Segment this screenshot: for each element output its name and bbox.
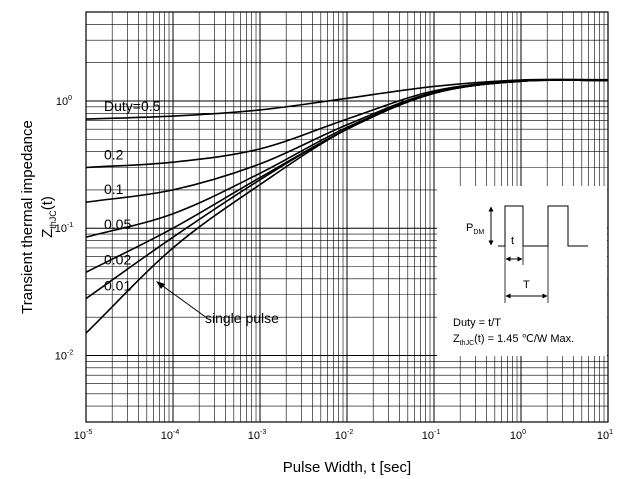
x-tick-base: 10 [510, 430, 522, 442]
inset-pdm-main: P [466, 222, 473, 234]
series-label: Duty=0.5 [104, 98, 161, 114]
series-label: 0.05 [104, 216, 131, 232]
x-tick-exponent: -3 [260, 429, 266, 436]
x-tick-label: 10-3 [248, 429, 267, 442]
y-axis-title-main: Transient thermal impedance [19, 120, 36, 314]
inset-duty-text: Duty = t/T [453, 317, 501, 329]
x-tick-exponent: 1 [609, 429, 613, 436]
x-tick-label: 10-5 [74, 429, 93, 442]
inset-z-main: Z [453, 333, 460, 345]
y-tick-exponent: -2 [67, 349, 73, 356]
series-label: 0.2 [104, 146, 124, 162]
x-tick-label: 10-4 [161, 429, 180, 442]
x-tick-base: 10 [597, 430, 609, 442]
single-pulse-pointer [159, 283, 208, 319]
inset-background [437, 186, 607, 356]
y-tick-exponent: 0 [68, 95, 72, 102]
curve-labels: Duty=0.5 0.2 0.1 0.05 0.02 0.01 [104, 98, 161, 293]
y-tick-label: 100 [56, 95, 72, 108]
x-tick-exponent: -1 [434, 429, 440, 436]
y-tick-label: 10-2 [55, 349, 74, 362]
single-pulse-label: single pulse [205, 310, 279, 326]
y-tick-base: 10 [56, 96, 68, 108]
inset-t-label: t [511, 235, 514, 247]
y-tick-base: 10 [55, 350, 67, 362]
x-tick-base: 10 [422, 430, 434, 442]
y-tick-base: 10 [55, 223, 67, 235]
single-pulse-arrowhead [156, 281, 165, 289]
inset-pdm-subscript: DM [473, 229, 484, 236]
y-tick-label: 10-1 [55, 222, 74, 235]
series-label: 0.01 [104, 278, 131, 294]
x-tick-label: 101 [597, 429, 613, 442]
x-tick-base: 10 [335, 430, 347, 442]
x-tick-exponent: -4 [173, 429, 179, 436]
y-tick-exponent: -1 [67, 222, 73, 229]
x-tick-base: 10 [248, 430, 260, 442]
curves [85, 78, 609, 334]
plot-frame [85, 11, 609, 423]
x-tick-exponent: -5 [86, 429, 92, 436]
series-label: 0.1 [104, 181, 124, 197]
x-tick-exponent: 0 [522, 429, 526, 436]
x-tick-label: 10-2 [335, 429, 354, 442]
inset-pdm-label: PDM [466, 222, 484, 236]
y-axis-tail: (t) [39, 196, 56, 210]
x-tick-labels: 10-5 10-4 10-3 10-2 10-1 100 101 [74, 429, 613, 442]
y-axis-subscript: thJC [48, 210, 58, 229]
inset-zthjc-text: ZthJC(t) = 1.45 ℃/W Max. [453, 333, 574, 347]
inset-z-subscript: thJC [460, 340, 474, 347]
x-tick-base: 10 [161, 430, 173, 442]
x-tick-base: 10 [74, 430, 86, 442]
x-axis-title: Pulse Width, t [sec] [283, 459, 411, 476]
y-axis-title-symbol: ZthJC(t) [39, 196, 58, 238]
series-line [85, 79, 609, 334]
duty-cycle-inset: PDM t T Duty = t/T ZthJC(t) = 1.45 ℃/W M… [437, 186, 607, 356]
y-axis-symbol: Z [39, 229, 56, 238]
inset-T-label: T [523, 279, 530, 291]
x-tick-label: 10-1 [422, 429, 441, 442]
series-label: 0.02 [104, 251, 131, 267]
x-tick-label: 100 [510, 429, 526, 442]
inset-z-tail: (t) = 1.45 ℃/W Max. [474, 333, 574, 345]
x-tick-exponent: -2 [347, 429, 353, 436]
